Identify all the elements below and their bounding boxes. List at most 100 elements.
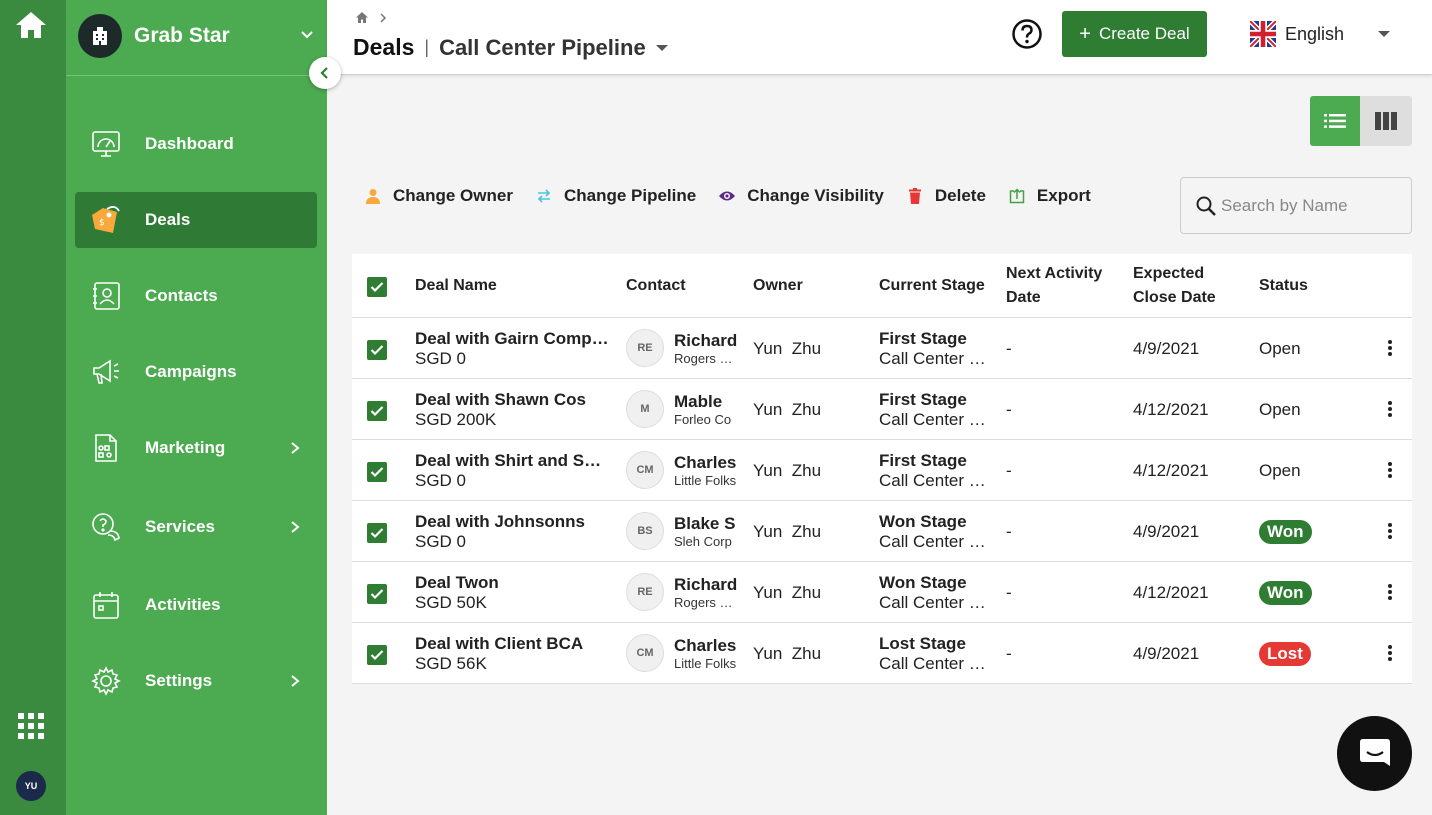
collapse-sidebar-button[interactable] — [309, 57, 341, 89]
header-contact[interactable]: Contact — [626, 277, 686, 294]
table-row[interactable]: Deal with Johnsonns SGD 0 BS Blake S Sleh Co… — [352, 501, 1412, 562]
sidebar-item-services[interactable]: Services — [75, 499, 317, 555]
contact-name[interactable]: Blake S — [674, 513, 736, 533]
contact-name[interactable]: Richard — [674, 574, 738, 594]
next-activity-date: - — [1006, 399, 1012, 419]
chevron-right-icon — [291, 521, 300, 533]
row-more-menu-icon[interactable] — [1388, 645, 1392, 661]
export-button[interactable]: Export — [1008, 186, 1091, 206]
search-input[interactable] — [1221, 195, 1401, 216]
change-pipeline-button[interactable]: Change Pipeline — [535, 186, 696, 206]
services-icon — [89, 510, 123, 544]
deal-name[interactable]: Deal with Gairn Company — [415, 328, 611, 348]
user-avatar[interactable]: YU — [16, 771, 46, 801]
table-row[interactable]: Deal with Client BCA SGD 56K CM Charles Litt… — [352, 623, 1412, 684]
row-more-menu-icon[interactable] — [1388, 340, 1392, 356]
header-current-stage[interactable]: Current Stage — [879, 277, 985, 294]
row-checkbox[interactable] — [367, 462, 387, 482]
deal-name[interactable]: Deal with Johnsonns — [415, 511, 586, 531]
row-checkbox[interactable] — [367, 645, 387, 665]
change-visibility-button[interactable]: Change Visibility — [718, 186, 884, 206]
dashboard-icon — [89, 127, 123, 161]
home-icon[interactable] — [14, 10, 48, 40]
contact-name[interactable]: Charles — [674, 452, 737, 472]
sidebar-item-marketing[interactable]: Marketing — [75, 420, 317, 476]
header-deal-name[interactable]: Deal Name — [415, 277, 497, 294]
header-owner[interactable]: Owner — [753, 277, 803, 294]
contact-name[interactable]: Mable — [674, 391, 723, 411]
home-icon[interactable] — [355, 11, 369, 24]
contact-name[interactable]: Charles — [674, 635, 737, 655]
language-selector[interactable]: English — [1250, 21, 1390, 47]
help-icon[interactable] — [1011, 18, 1043, 50]
deal-cell[interactable]: Deal with Shawn Cos SGD 200K — [415, 379, 611, 440]
caret-down-icon[interactable] — [655, 44, 668, 51]
table-row[interactable]: Deal with Shirt and Shoes SGD 0 CM Charles L… — [352, 440, 1412, 501]
close-date-cell: 4/12/2021 — [1133, 440, 1243, 501]
list-view-button[interactable] — [1310, 96, 1360, 146]
deal-cell[interactable]: Deal with Client BCA SGD 56K — [415, 623, 611, 684]
sidebar-item-label: Services — [145, 517, 215, 536]
header-next-activity-date[interactable]: Next Activity Date — [1006, 254, 1102, 318]
delete-button[interactable]: Delete — [906, 186, 986, 206]
row-more-menu-icon[interactable] — [1388, 584, 1392, 600]
contact-name[interactable]: Richard — [674, 330, 738, 350]
deal-amount: SGD 56K — [415, 653, 487, 673]
status-cell: Won — [1259, 501, 1369, 562]
row-checkbox[interactable] — [367, 584, 387, 604]
select-all-checkbox[interactable] — [367, 277, 387, 297]
change-owner-button[interactable]: Change Owner — [364, 186, 513, 206]
deal-name[interactable]: Deal with Client BCA — [415, 633, 584, 653]
row-more-menu-icon[interactable] — [1388, 401, 1392, 417]
sidebar-item-settings[interactable]: Settings — [75, 653, 317, 709]
create-deal-button[interactable]: + Create Deal — [1062, 11, 1207, 57]
board-view-button[interactable] — [1360, 96, 1412, 146]
row-checkbox[interactable] — [367, 401, 387, 421]
row-checkbox[interactable] — [367, 523, 387, 543]
sidebar-item-activities[interactable]: Activities — [75, 577, 317, 633]
pipeline-selector[interactable]: Call Center Pipeline — [439, 34, 646, 60]
contact-company: Little Folks — [674, 655, 737, 671]
workspace-switcher[interactable]: Grab Star — [78, 13, 318, 59]
header-expected-close-date[interactable]: Expected Close Date — [1133, 254, 1216, 318]
workspace-name: Grab Star — [134, 24, 230, 47]
sidebar-item-deals[interactable]: $ Deals — [75, 192, 317, 248]
deal-name[interactable]: Deal Twon — [415, 572, 499, 592]
sidebar-item-campaigns[interactable]: Campaigns — [75, 344, 317, 400]
deal-cell[interactable]: Deal with Gairn Company SGD 0 — [415, 318, 611, 379]
close-date-cell: 4/12/2021 — [1133, 379, 1243, 440]
contact-cell[interactable]: CM Charles Little Folks — [626, 451, 738, 489]
app-rail: YU — [0, 0, 66, 815]
contact-cell[interactable]: M Mable Forleo Co — [626, 390, 738, 428]
contact-cell[interactable]: CM Charles Little Folks — [626, 634, 738, 672]
next-activity-date: - — [1006, 521, 1012, 541]
apps-grid-icon[interactable] — [18, 713, 44, 739]
contact-cell[interactable]: BS Blake S Sleh Corp — [626, 512, 738, 550]
deal-cell[interactable]: Deal with Johnsonns SGD 0 — [415, 501, 611, 562]
expected-close-date: 4/9/2021 — [1133, 521, 1200, 541]
deal-cell[interactable]: Deal with Shirt and Shoes SGD 0 — [415, 440, 611, 501]
sidebar-item-contacts[interactable]: Contacts — [75, 268, 317, 324]
deal-name[interactable]: Deal with Shawn Cos — [415, 389, 586, 409]
sidebar-item-dashboard[interactable]: Dashboard — [75, 116, 317, 172]
next-activity-cell: - — [1006, 379, 1106, 440]
deal-cell[interactable]: Deal Twon SGD 50K — [415, 562, 611, 623]
stage-pipeline: Call Center Pipeline — [879, 653, 991, 673]
chat-launcher-button[interactable] — [1337, 716, 1412, 791]
table-row[interactable]: Deal with Shawn Cos SGD 200K M Mable Forleo … — [352, 379, 1412, 440]
expected-close-date: 4/9/2021 — [1133, 643, 1200, 663]
header-status[interactable]: Status — [1259, 277, 1308, 294]
deal-name[interactable]: Deal with Shirt and Shoes — [415, 450, 611, 470]
row-checkbox[interactable] — [367, 340, 387, 360]
status-cell: Won — [1259, 562, 1369, 623]
row-more-menu-icon[interactable] — [1388, 462, 1392, 478]
table-row[interactable]: Deal with Gairn Company SGD 0 RE Richard Rog… — [352, 318, 1412, 379]
owner-name: Yun Zhu — [753, 521, 822, 541]
close-date-cell: 4/9/2021 — [1133, 501, 1243, 562]
row-more-menu-icon[interactable] — [1388, 523, 1392, 539]
